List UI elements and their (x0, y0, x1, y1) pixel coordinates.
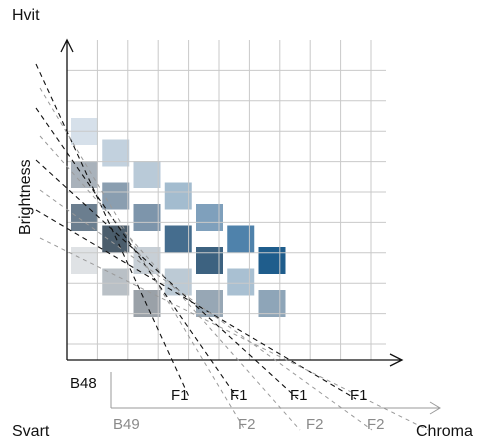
y-axis-label: Brightness (17, 159, 34, 235)
b49-arrow-icon (429, 401, 441, 415)
color-swatch (102, 268, 130, 296)
diagonal-lines (35, 63, 429, 431)
color-swatch (227, 268, 255, 296)
axes (60, 38, 441, 415)
color-swatch (164, 225, 192, 253)
top-left-label: Hvit (12, 7, 40, 24)
color-swatch (133, 290, 161, 317)
dash-line-f2-1 (39, 87, 246, 431)
color-swatch (71, 204, 98, 231)
dash-line-f2-4 (39, 237, 429, 431)
f1-label-3: F1 (290, 387, 308, 404)
f2-label-1: F2 (238, 416, 256, 433)
f1-label-2: F1 (230, 387, 248, 404)
grid (67, 40, 386, 360)
series-label-b48: B48 (70, 375, 97, 392)
color-swatch (258, 247, 286, 274)
bottom-left-label: Svart (12, 423, 50, 440)
f1-label-4: F1 (350, 387, 368, 404)
color-swatch (258, 290, 286, 317)
color-swatch (164, 182, 192, 210)
color-swatch (102, 225, 130, 253)
y-axis-arrow-icon (60, 38, 74, 53)
color-swatch (227, 225, 255, 253)
x-axis-arrow-icon (389, 353, 404, 367)
dash-line-f1-1 (35, 63, 191, 400)
color-swatch (71, 161, 98, 188)
dash-line-f1-4 (35, 209, 357, 400)
color-swatch (102, 139, 130, 167)
color-swatch (133, 161, 161, 188)
color-swatch (133, 204, 161, 231)
f1-label-1: F1 (171, 387, 189, 404)
f2-label-3: F2 (367, 416, 385, 433)
x-axis-label: Chroma (416, 423, 473, 440)
color-swatch (102, 182, 130, 210)
swatch-layer (71, 118, 286, 317)
f2-label-2: F2 (306, 416, 324, 433)
dash-line-f2-2 (39, 135, 301, 431)
series-label-b49: B49 (113, 416, 140, 433)
